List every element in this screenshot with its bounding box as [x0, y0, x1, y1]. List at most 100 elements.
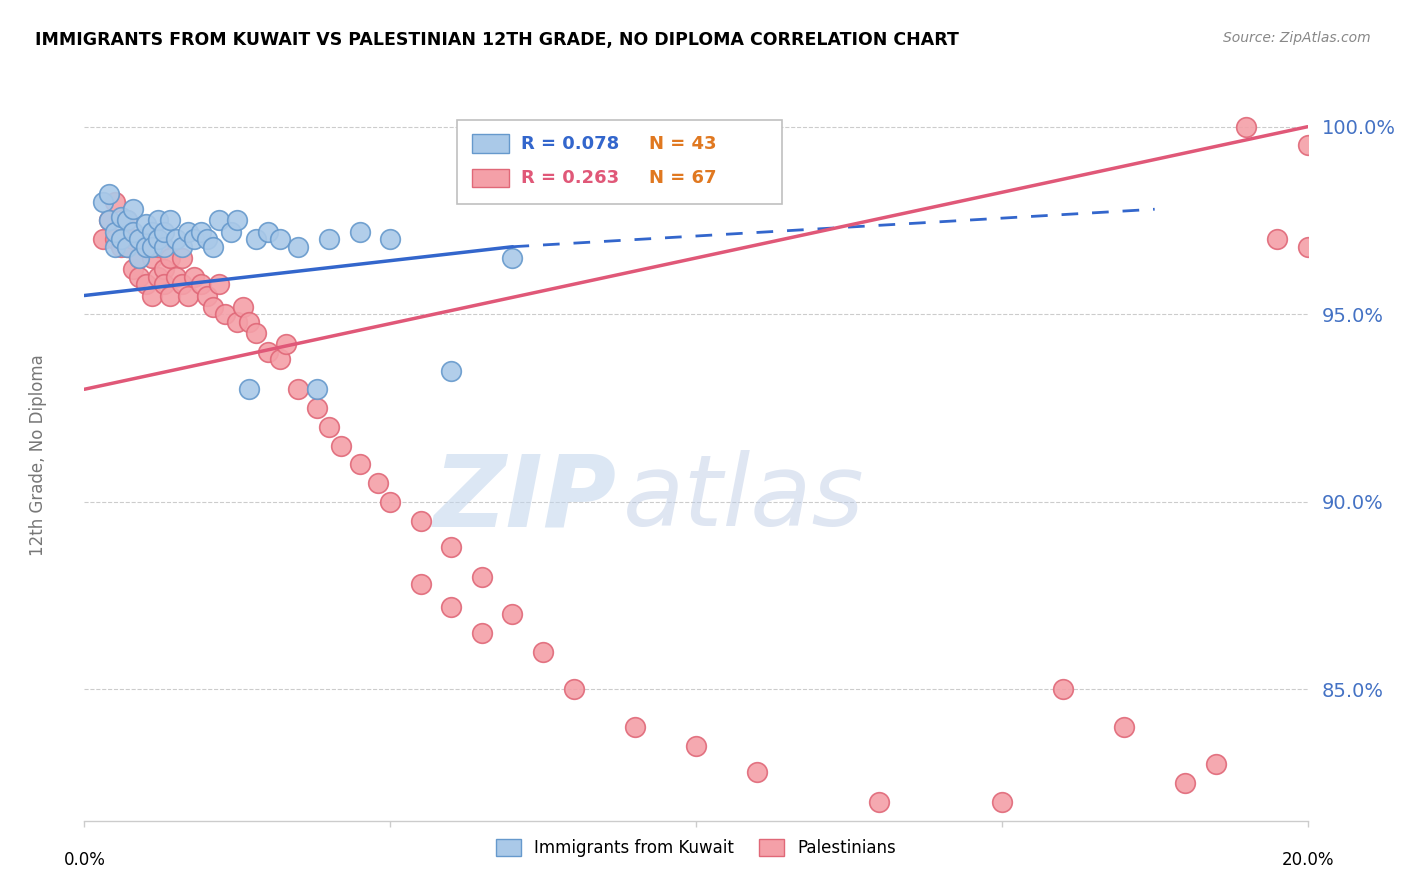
- Point: [238, 382, 260, 396]
- Point: [562, 682, 585, 697]
- Point: [165, 232, 187, 246]
- Text: atlas: atlas: [623, 450, 865, 548]
- Point: [214, 307, 236, 321]
- Point: [159, 288, 181, 302]
- Point: [380, 495, 402, 509]
- Text: N = 43: N = 43: [650, 135, 717, 153]
- Point: [172, 251, 194, 265]
- Text: R = 0.263: R = 0.263: [522, 169, 619, 187]
- Point: [269, 232, 291, 246]
- Point: [97, 213, 120, 227]
- Point: [201, 240, 224, 254]
- Point: [349, 225, 371, 239]
- FancyBboxPatch shape: [457, 120, 782, 204]
- Point: [367, 476, 389, 491]
- Point: [190, 225, 212, 239]
- Point: [122, 202, 145, 217]
- Point: [153, 240, 176, 254]
- Bar: [472, 134, 509, 153]
- Point: [305, 401, 328, 415]
- Point: [97, 187, 120, 202]
- Point: [110, 210, 132, 224]
- Legend: Immigrants from Kuwait, Palestinians: Immigrants from Kuwait, Palestinians: [489, 832, 903, 863]
- Point: [141, 225, 163, 239]
- Point: [104, 240, 127, 254]
- Point: [349, 458, 371, 472]
- Text: 20.0%: 20.0%: [1281, 851, 1334, 869]
- Point: [128, 251, 150, 265]
- Point: [318, 232, 340, 246]
- Point: [183, 269, 205, 284]
- Point: [195, 232, 218, 246]
- Point: [287, 240, 309, 254]
- Point: [91, 194, 114, 209]
- Point: [1052, 682, 1074, 697]
- Point: [287, 382, 309, 396]
- Point: [1174, 776, 1197, 790]
- Point: [440, 540, 463, 554]
- Point: [115, 240, 138, 254]
- Point: [232, 300, 254, 314]
- Point: [110, 232, 132, 246]
- Point: [135, 240, 157, 254]
- Point: [146, 240, 169, 254]
- Point: [747, 764, 769, 779]
- Point: [153, 225, 176, 239]
- Point: [159, 251, 181, 265]
- Point: [409, 514, 432, 528]
- Point: [141, 240, 163, 254]
- Text: R = 0.078: R = 0.078: [522, 135, 619, 153]
- Point: [135, 240, 157, 254]
- Point: [104, 225, 127, 239]
- Text: 12th Grade, No Diploma: 12th Grade, No Diploma: [30, 354, 46, 556]
- Point: [257, 344, 280, 359]
- Point: [502, 251, 524, 265]
- Point: [208, 213, 231, 227]
- Point: [183, 232, 205, 246]
- Point: [226, 315, 249, 329]
- Point: [245, 326, 267, 340]
- Point: [531, 645, 554, 659]
- Point: [991, 795, 1014, 809]
- Point: [153, 277, 176, 292]
- Point: [624, 720, 647, 734]
- Point: [440, 363, 463, 377]
- Point: [115, 213, 138, 227]
- Point: [276, 337, 298, 351]
- Point: [146, 269, 169, 284]
- Text: IMMIGRANTS FROM KUWAIT VS PALESTINIAN 12TH GRADE, NO DIPLOMA CORRELATION CHART: IMMIGRANTS FROM KUWAIT VS PALESTINIAN 12…: [35, 31, 959, 49]
- Point: [1205, 757, 1227, 772]
- Point: [226, 213, 249, 227]
- Point: [128, 232, 150, 246]
- Point: [122, 262, 145, 277]
- Point: [409, 577, 432, 591]
- Point: [104, 232, 127, 246]
- Point: [135, 217, 157, 231]
- Point: [245, 232, 267, 246]
- Point: [115, 240, 138, 254]
- Point: [159, 213, 181, 227]
- Point: [122, 225, 145, 239]
- Point: [269, 352, 291, 367]
- Point: [146, 232, 169, 246]
- Point: [1114, 720, 1136, 734]
- Point: [201, 300, 224, 314]
- Point: [177, 225, 200, 239]
- Point: [305, 382, 328, 396]
- Point: [219, 225, 242, 239]
- Point: [471, 626, 494, 640]
- Point: [330, 438, 353, 452]
- Point: [141, 251, 163, 265]
- Point: [135, 277, 157, 292]
- Point: [238, 315, 260, 329]
- Point: [195, 288, 218, 302]
- Point: [97, 213, 120, 227]
- Point: [177, 288, 200, 302]
- Point: [685, 739, 707, 753]
- Point: [318, 419, 340, 434]
- Point: [172, 277, 194, 292]
- Point: [165, 269, 187, 284]
- Text: 0.0%: 0.0%: [63, 851, 105, 869]
- Point: [128, 269, 150, 284]
- Text: ZIP: ZIP: [433, 450, 616, 548]
